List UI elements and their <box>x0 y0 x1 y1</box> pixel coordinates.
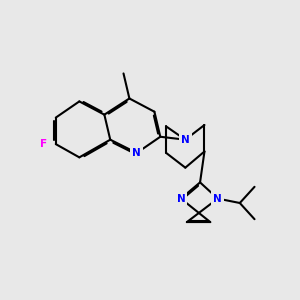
Text: N: N <box>181 135 190 145</box>
Text: N: N <box>132 148 141 158</box>
Text: N: N <box>213 194 222 204</box>
Text: N: N <box>176 194 185 204</box>
Text: F: F <box>40 139 47 149</box>
